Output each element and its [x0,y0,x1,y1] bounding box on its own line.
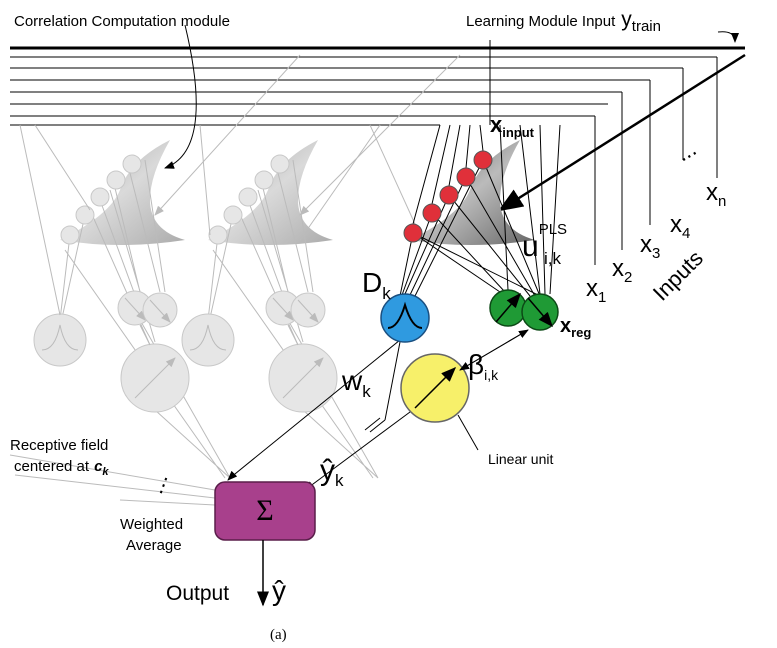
u-sub: i,k [544,249,562,268]
w-k-sub: k [362,382,371,401]
x-base: x [640,231,652,258]
x-input-sub: input [502,125,534,140]
y-hat-k-sub: k [335,471,344,490]
x-sub: 2 [624,269,632,286]
x-sub: n [718,193,726,210]
output-y-hat: ŷ [272,575,286,606]
x-input: xinput [490,112,535,140]
c-k: c [94,458,103,475]
input-bus [10,31,746,265]
input-ellipsis: ... [672,136,700,167]
y-train-sub: train [632,18,661,35]
learning-input: Learning Module Input ytrain [466,8,661,35]
w-k: wk [341,365,371,401]
module-label: Correlation Computation module [14,13,230,30]
x-base: x [670,211,682,238]
sigma: Σ [256,494,273,527]
u-sup: PLS [539,221,567,238]
x-1: x1 [586,275,606,306]
x-reg-sub: reg [571,325,591,340]
d-k: Dk [362,267,391,303]
x-base: x [612,255,624,282]
x-base: x [706,179,718,206]
ghost-modules [19,24,461,478]
u-base: u [522,230,539,263]
x-sub: 4 [682,225,690,242]
d-k-base: D [362,267,382,298]
u-pls: uPLS i,k [522,221,567,268]
x-sub: 3 [652,245,660,262]
beta-sub: i,k [484,367,499,383]
x-sub: 1 [598,289,606,306]
d-k-sub: k [382,284,391,303]
x-base: x [586,275,598,302]
x-reg-base: x [560,315,571,337]
x-4: x4 [670,211,690,242]
rf-ellipsis: ⋮ [150,472,176,500]
active-module [9,40,561,607]
y-hat-k-base: ŷ [320,454,335,487]
receptive-field-2: centered at ck [14,458,109,478]
linear-unit: Linear unit [488,451,553,467]
weighted: Weighted [120,516,183,533]
x-2: x2 [612,255,632,286]
receptive-field: Receptive field [10,437,108,454]
average: Average [126,537,182,554]
learning-input-label: Learning Module Input [466,13,616,30]
c-k-sub: k [102,466,109,478]
beta: βi,k [468,349,499,383]
w-k-base: w [341,365,363,396]
y-train: y [621,8,632,31]
beta-base: β [468,349,484,380]
caption: (a) [270,627,287,643]
output-label: Output [166,582,229,605]
y-hat-k: ŷk [320,454,344,490]
x-input-base: x [490,112,503,137]
centered-at: centered at [14,458,90,475]
x-n: xn [706,179,726,210]
x-reg: xreg [560,315,591,340]
x-3: x3 [640,231,660,262]
